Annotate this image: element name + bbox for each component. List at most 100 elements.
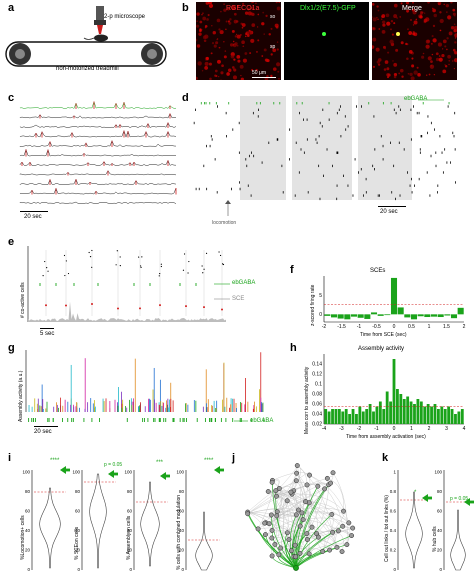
texture-dot [261, 55, 264, 57]
panel-a: a 2-p microscope non-motorized treadmill [0, 0, 180, 82]
texture-dot [405, 42, 408, 46]
calcium-trace [19, 112, 176, 119]
texture-dot [232, 75, 237, 80]
texture-dot [377, 9, 380, 12]
hub-violin-plots: 1 0.8 0.6 0.4 0.2 0 100 80 60 40 20 0 [390, 470, 474, 572]
network-node [272, 541, 278, 547]
sce-marker [65, 304, 67, 307]
raster-dot [160, 265, 162, 268]
raster-dot [183, 253, 186, 255]
detected-event [39, 113, 171, 119]
texture-dot [411, 64, 415, 68]
y-tick-label: 100 [124, 470, 132, 475]
network-node [273, 488, 279, 494]
texture-dot [393, 62, 398, 67]
texture-dot [393, 3, 398, 8]
texture-dot [384, 60, 389, 64]
ebgaba-label: ebGABA [404, 96, 428, 102]
texture-dot [448, 31, 453, 36]
raster-dot [116, 250, 118, 252]
texture-dot [425, 17, 430, 22]
y-tick-label: 40 [25, 528, 31, 533]
bar [385, 391, 389, 424]
raster-dot [91, 249, 93, 252]
texture-dot [393, 75, 397, 79]
locomotion-period [358, 96, 412, 200]
network-edge [271, 536, 338, 548]
texture-dot [220, 79, 222, 80]
observed-value-arrow [160, 472, 166, 480]
sce-label: SCE [232, 296, 245, 302]
texture-dot [392, 60, 394, 62]
network-edge [297, 465, 333, 533]
texture-dot [229, 18, 232, 21]
texture-dot [444, 45, 447, 48]
network-node [344, 542, 350, 548]
y-tick-label: 0 [181, 567, 184, 572]
texture-dot [211, 42, 215, 45]
panel-j: j [232, 452, 380, 577]
texture-dot [233, 58, 236, 61]
texture-dot [236, 44, 239, 47]
texture-dot [452, 12, 456, 16]
texture-dot [438, 57, 443, 62]
raster-dot [119, 265, 121, 267]
bar [419, 401, 423, 424]
texture-dot [223, 3, 225, 5]
texture-dot [240, 77, 244, 80]
calcium-trace [19, 170, 177, 176]
texture-dot [447, 54, 451, 59]
texture-dot [236, 34, 241, 39]
panel-f: f SCEs z-scored firing rate 5 0 -2 -1.5 -1 -0… [290, 236, 474, 340]
texture-dot [208, 62, 212, 66]
coactive-trace [28, 301, 226, 322]
texture-dot [454, 33, 457, 38]
observed-value-arrow-tail [113, 472, 118, 476]
texture-dot [268, 33, 271, 36]
channel-label: Dlx1/2(E7.5)-GFP [300, 5, 356, 12]
network-node [269, 535, 275, 541]
texture-dot [430, 64, 433, 67]
network-node [262, 520, 268, 526]
raster-dot [182, 269, 185, 271]
texture-dot [228, 21, 232, 25]
texture-dot [432, 24, 436, 28]
texture-dot [240, 74, 242, 77]
bar [372, 411, 375, 424]
texture-dot [233, 44, 235, 46]
texture-dot [232, 40, 235, 43]
y-tick-label: 0.8 [390, 489, 397, 494]
texture-dot [276, 62, 281, 67]
texture-dot [450, 2, 453, 4]
violin-shape [450, 509, 466, 571]
bar [410, 314, 418, 320]
observed-value-arrow-tail [165, 474, 170, 478]
texture-dot [453, 50, 457, 54]
texture-dot [276, 6, 281, 11]
bar [396, 389, 399, 424]
texture-dot [209, 77, 212, 80]
bar [344, 314, 351, 320]
y-axis-label: Cell out links / tot out links (%) [384, 495, 390, 562]
texture-dot [391, 33, 394, 36]
texture-dot [262, 11, 265, 14]
texture-dot [208, 2, 213, 5]
texture-dot [272, 67, 277, 71]
texture-dot [274, 23, 279, 28]
texture-dot [233, 12, 237, 16]
significance-stars: * [414, 490, 417, 496]
bar [444, 314, 451, 316]
texture-dot [413, 20, 418, 25]
bar [358, 406, 362, 424]
violin-shape [140, 481, 160, 567]
texture-dot [412, 24, 415, 26]
texture-dot [372, 27, 375, 30]
texture-dot [435, 57, 440, 62]
texture-dot [437, 2, 442, 6]
network-node [297, 523, 303, 529]
bar [397, 307, 404, 315]
network-node [300, 517, 306, 523]
texture-dot [265, 58, 269, 62]
network-node [330, 529, 336, 535]
assembly-activity-plot [25, 350, 265, 422]
